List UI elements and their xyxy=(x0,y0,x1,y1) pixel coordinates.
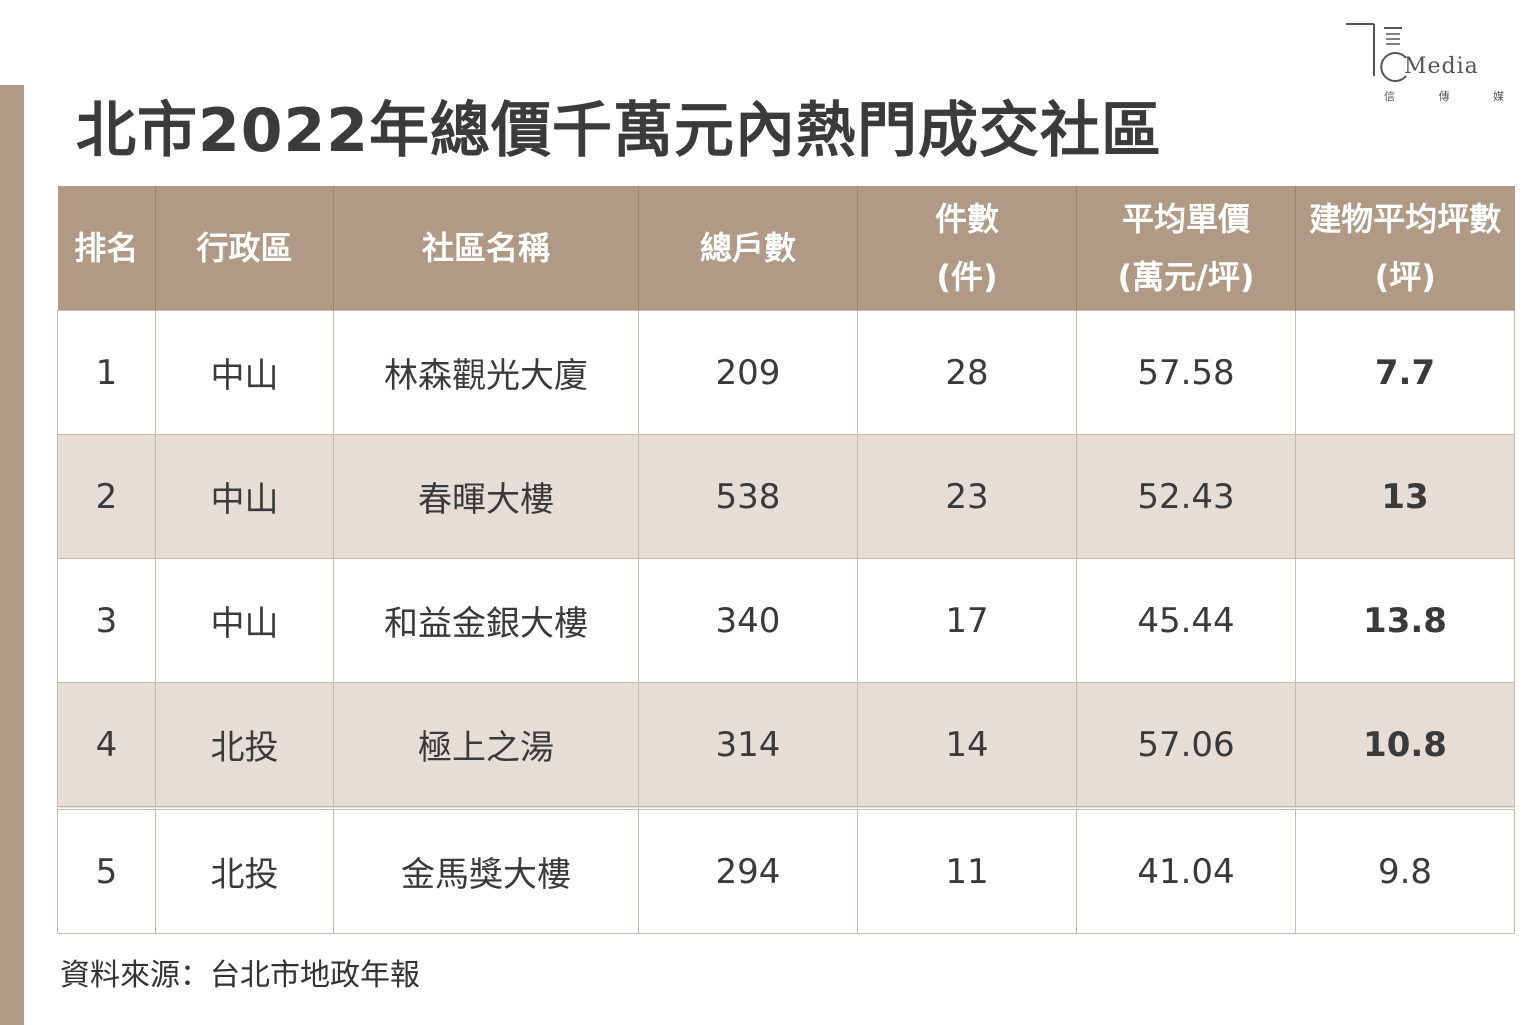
page-title: 北市2022年總價千萬元內熱門成交社區 xyxy=(76,96,1162,166)
cell-district: 北投 xyxy=(155,682,334,809)
header-rank: 排名 xyxy=(57,186,156,311)
cell-transactions: 14 xyxy=(857,682,1077,809)
cell-district: 中山 xyxy=(155,434,334,559)
cell-total-units: 294 xyxy=(638,806,858,934)
cell-district: 中山 xyxy=(155,310,334,435)
cell-community-name: 極上之湯 xyxy=(333,682,639,809)
cell-transactions: 28 xyxy=(857,310,1077,435)
header-community-name: 社區名稱 xyxy=(333,186,639,311)
side-accent-bar xyxy=(0,85,24,1025)
cell-transactions: 23 xyxy=(857,434,1077,559)
table-row: 2 中山 春暉大樓 538 23 52.43 13 xyxy=(57,434,1515,559)
cell-total-units: 209 xyxy=(638,310,858,435)
cell-avg-building-size: 10.8 xyxy=(1295,682,1515,809)
header-transactions: 件數 (件) xyxy=(857,186,1077,311)
cell-rank: 3 xyxy=(57,558,156,683)
table-header-row: 排名 行政區 社區名稱 總戶數 件數 (件) 平均單價 (萬元/坪) 建物平均坪數(… xyxy=(57,186,1515,311)
table-row: 3 中山 和益金銀大樓 340 17 45.44 13.8 xyxy=(57,558,1515,683)
community-ranking-table: 排名 行政區 社區名稱 總戶數 件數 (件) 平均單價 (萬元/坪) 建物平均坪數(… xyxy=(57,186,1515,934)
cell-rank: 1 xyxy=(57,310,156,435)
cell-avg-unit-price: 45.44 xyxy=(1076,558,1296,683)
table-row: 1 中山 林森觀光大廈 209 28 57.58 7.7 xyxy=(57,310,1515,435)
cell-avg-building-size: 9.8 xyxy=(1295,806,1515,934)
data-source-note: 資料來源：台北市地政年報 xyxy=(60,958,420,993)
cell-avg-building-size: 7.7 xyxy=(1295,310,1515,435)
media-logo: Media 信 傳 媒 xyxy=(1344,18,1514,108)
header-total-units: 總戶數 xyxy=(638,186,858,311)
cell-avg-unit-price: 41.04 xyxy=(1076,806,1296,934)
cell-total-units: 340 xyxy=(638,558,858,683)
logo-sub-char: 傳 xyxy=(1438,90,1450,103)
logo-wordmark: Media xyxy=(1404,54,1479,79)
logo-sub-char: 信 xyxy=(1384,90,1395,103)
cell-total-units: 314 xyxy=(638,682,858,809)
cell-transactions: 11 xyxy=(857,806,1077,934)
cell-community-name: 和益金銀大樓 xyxy=(333,558,639,683)
logo-mark-icon xyxy=(1346,23,1407,82)
cell-district: 中山 xyxy=(155,558,334,683)
header-avg-unit-price: 平均單價 (萬元/坪) xyxy=(1076,186,1296,311)
cell-rank: 4 xyxy=(57,682,156,809)
cell-community-name: 春暉大樓 xyxy=(333,434,639,559)
cell-total-units: 538 xyxy=(638,434,858,559)
table-row: 4 北投 極上之湯 314 14 57.06 10.8 xyxy=(57,682,1515,809)
logo-sub-char: 媒 xyxy=(1493,90,1504,103)
cell-rank: 5 xyxy=(57,806,156,934)
header-avg-building-size: 建物平均坪數 (坪) xyxy=(1295,186,1515,311)
cell-avg-building-size: 13 xyxy=(1295,434,1515,559)
cell-avg-unit-price: 57.58 xyxy=(1076,310,1296,435)
cell-district: 北投 xyxy=(155,806,334,934)
table-row: 5 北投 金馬獎大樓 294 11 41.04 9.8 xyxy=(57,806,1515,934)
cell-transactions: 17 xyxy=(857,558,1077,683)
cell-avg-building-size: 13.8 xyxy=(1295,558,1515,683)
cell-community-name: 金馬獎大樓 xyxy=(333,806,639,934)
cell-community-name: 林森觀光大廈 xyxy=(333,310,639,435)
cell-rank: 2 xyxy=(57,434,156,559)
header-district: 行政區 xyxy=(155,186,334,311)
cell-avg-unit-price: 57.06 xyxy=(1076,682,1296,809)
cell-avg-unit-price: 52.43 xyxy=(1076,434,1296,559)
logo-subtitle: 信 傳 媒 xyxy=(1384,88,1504,104)
